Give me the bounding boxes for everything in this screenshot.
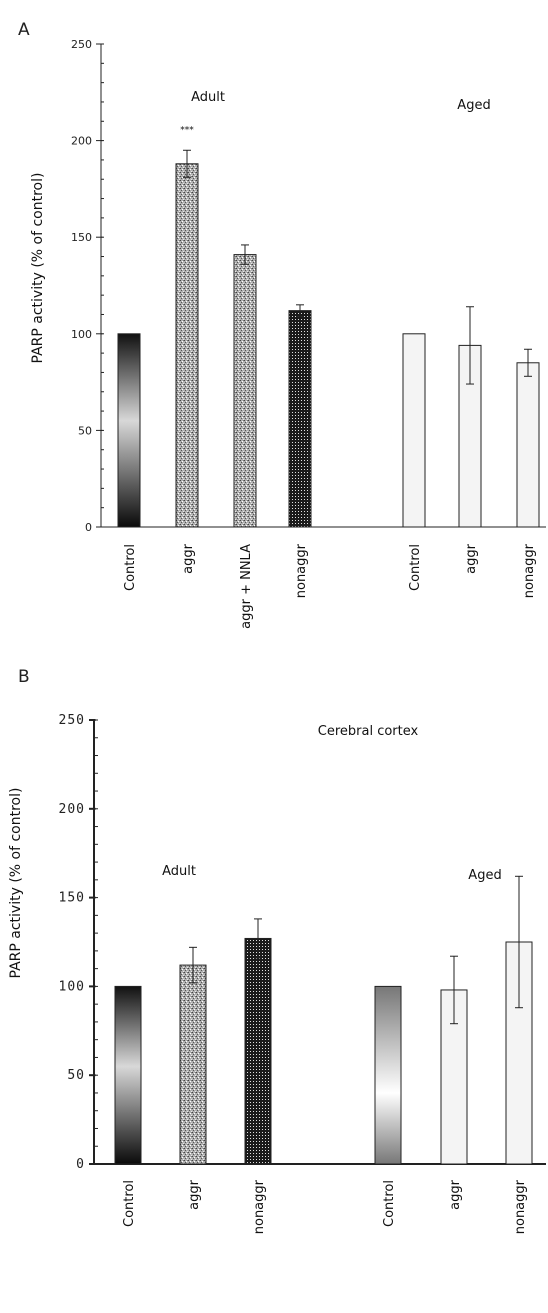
category-label: Control xyxy=(122,1180,137,1227)
bar xyxy=(402,333,426,528)
category-label: aggr xyxy=(181,543,196,573)
panel-letter-b: B xyxy=(18,667,30,687)
bar xyxy=(374,985,402,1165)
bar xyxy=(117,333,141,528)
y-tick-label: 100 xyxy=(59,979,85,994)
bar xyxy=(179,964,207,1165)
y-tick-label: 250 xyxy=(59,713,85,728)
panel-a-group-label-adult: Adult xyxy=(191,90,225,105)
y-tick-label: 100 xyxy=(71,328,92,341)
bar xyxy=(516,362,540,528)
category-label: Control xyxy=(408,544,423,591)
category-label: aggr + NNLA xyxy=(239,544,254,629)
category-label: Control xyxy=(123,544,138,591)
panel-a-bars: *** xyxy=(117,125,540,528)
y-tick-label: 250 xyxy=(71,38,92,51)
y-tick-label: 200 xyxy=(71,135,92,148)
bar xyxy=(175,163,199,528)
y-tick-label: 150 xyxy=(71,231,92,244)
bar xyxy=(288,310,312,528)
category-label: aggr xyxy=(187,1179,202,1209)
panel-b-group-label-adult: Adult xyxy=(162,864,196,879)
panel-b-bars xyxy=(114,875,533,1165)
bar xyxy=(233,254,257,528)
panel-b-title: Cerebral cortex xyxy=(318,724,419,739)
panel-a-category-labels: Control aggr aggr + NNLA nonaggr Control aggr… xyxy=(123,543,537,629)
panel-a-group-label-aged: Aged xyxy=(457,98,490,113)
panel-b-axes: 0 50 100 150 200 250 xyxy=(59,713,546,1172)
bar xyxy=(244,937,272,1165)
panel-a-axes: 0 50 100 150 200 250 xyxy=(71,38,546,534)
category-label: aggr xyxy=(464,543,479,573)
panel-b-y-axis-title: PARP activity (% of control) xyxy=(8,788,24,979)
y-tick-label: 0 xyxy=(76,1157,85,1172)
bar xyxy=(114,985,142,1165)
panel-b-category-labels: Control aggr nonaggr Control aggr nonaggr xyxy=(122,1179,528,1234)
panel-b: B PARP activity (% of control) Cerebral … xyxy=(8,667,546,1234)
category-label: nonaggr xyxy=(513,1179,528,1234)
category-label: nonaggr xyxy=(294,543,309,598)
category-label: nonaggr xyxy=(252,1179,267,1234)
significance-marker: *** xyxy=(180,125,194,135)
panel-a: A PARP activity (% of control) 0 50 100 150… xyxy=(18,20,546,629)
y-tick-label: 50 xyxy=(78,424,92,437)
panel-b-group-label-aged: Aged xyxy=(468,868,501,883)
y-tick-label: 0 xyxy=(85,521,92,534)
panel-letter-a: A xyxy=(18,20,30,40)
panel-a-y-axis-title: PARP activity (% of control) xyxy=(30,173,46,364)
category-label: nonaggr xyxy=(522,543,537,598)
y-tick-label: 150 xyxy=(59,891,85,906)
category-label: Control xyxy=(382,1180,397,1227)
category-label: aggr xyxy=(448,1179,463,1209)
y-tick-label: 200 xyxy=(59,802,85,817)
y-tick-label: 50 xyxy=(67,1068,85,1083)
